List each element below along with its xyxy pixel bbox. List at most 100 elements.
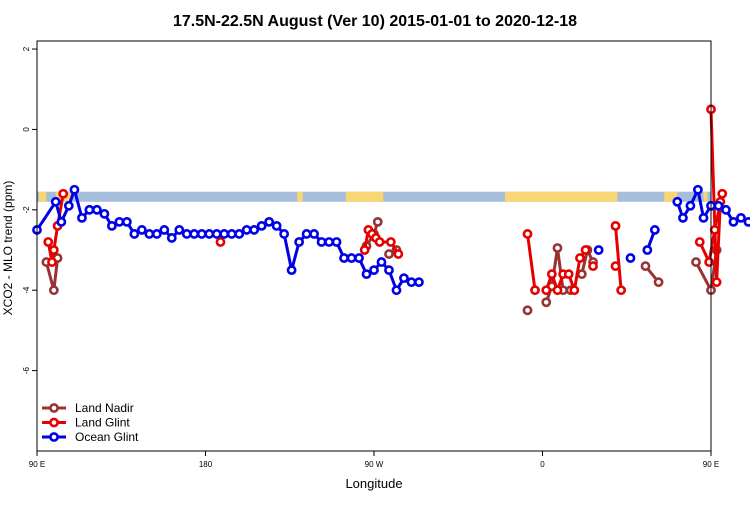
chart-title: 17.5N-22.5N August (Ver 10) 2015-01-01 t…: [173, 13, 577, 30]
series-ocean-glint: [32, 184, 750, 296]
data-point: [99, 208, 110, 219]
data-point: [181, 229, 192, 239]
data-point: [294, 237, 305, 247]
legend-label: Land Nadir: [75, 401, 134, 415]
legend-swatch-point: [49, 403, 59, 413]
data-point: [279, 229, 290, 239]
x-tick-label: 0: [540, 460, 545, 469]
data-point: [136, 225, 147, 235]
land-ocean-band: [37, 191, 711, 202]
data-point: [616, 285, 627, 296]
data-point: [159, 225, 170, 235]
land-band-segment: [297, 191, 303, 202]
data-point: [694, 237, 705, 247]
data-point: [642, 245, 653, 255]
data-point: [204, 229, 215, 239]
data-point: [174, 225, 185, 235]
data-point: [522, 229, 533, 239]
data-point: [691, 257, 701, 267]
data-point: [77, 212, 87, 223]
data-point: [346, 253, 357, 263]
legend-swatch-point: [49, 417, 59, 428]
data-point: [129, 229, 140, 239]
data-point: [63, 200, 74, 211]
data-point: [393, 249, 404, 259]
data-point: [58, 188, 69, 199]
land-band-segment: [703, 191, 708, 202]
x-tick-label: 90 E: [29, 460, 45, 469]
data-point: [241, 225, 252, 235]
series-line-segment: [698, 193, 724, 264]
data-point: [361, 269, 372, 280]
land-band-segment: [505, 191, 618, 202]
y-tick-label: -2: [22, 206, 31, 214]
y-axis-label: XCO2 - MLO trend (ppm): [1, 181, 15, 316]
y-axis: 2 0 -2 -4 -6: [22, 46, 37, 374]
data-point: [541, 285, 552, 296]
legend-item: Land Nadir: [42, 401, 134, 415]
data-point: [391, 285, 402, 296]
series-land-glint: [43, 104, 728, 296]
data-point: [711, 277, 722, 288]
data-point: [678, 212, 688, 223]
data-point: [736, 212, 746, 223]
data-point: [406, 277, 417, 288]
data-point: [563, 269, 574, 280]
y-tick-label: -4: [22, 286, 31, 294]
y-tick-label: 2: [22, 46, 31, 51]
data-point: [704, 257, 715, 267]
data-point: [151, 229, 162, 239]
data-point: [286, 265, 297, 276]
data-point: [576, 269, 587, 280]
data-point: [215, 237, 226, 247]
data-point: [369, 265, 379, 276]
data-point: [354, 253, 364, 263]
data-point: [316, 237, 327, 247]
legend-item: Land Glint: [42, 416, 130, 430]
data-point: [649, 225, 660, 235]
data-point: [625, 253, 636, 263]
data-point: [721, 204, 731, 215]
data-point: [569, 285, 580, 296]
data-point: [743, 216, 750, 227]
x-axis: 90 E 180 90 W 0 90 E: [29, 451, 719, 469]
data-point: [114, 216, 125, 227]
plot-frame: [36, 40, 712, 452]
data-point: [211, 229, 222, 239]
data-point: [713, 200, 724, 211]
data-point: [640, 261, 651, 271]
series-line-segment: [614, 225, 623, 291]
series-line-segment: [526, 233, 537, 291]
data-point: [692, 184, 703, 195]
legend-label: Ocean Glint: [75, 430, 139, 444]
data-point: [552, 243, 563, 253]
data-point: [43, 237, 54, 247]
data-point: [92, 204, 102, 215]
data-point: [575, 253, 585, 263]
data-point: [196, 229, 207, 239]
data-point: [728, 216, 739, 227]
land-band-segment: [38, 191, 47, 202]
y-tick-label: -6: [22, 367, 31, 375]
data-point: [580, 245, 591, 255]
data-point: [372, 216, 383, 227]
data-point: [56, 216, 67, 227]
data-point: [339, 253, 349, 263]
data-point: [672, 196, 683, 207]
data-point: [249, 225, 260, 235]
land-band-segment: [664, 191, 678, 202]
data-point: [309, 229, 319, 239]
data-point: [399, 273, 409, 284]
x-axis-label: Longitude: [345, 476, 402, 491]
data-point: [541, 297, 552, 308]
data-point: [226, 229, 237, 239]
x-tick-label: 90 W: [365, 460, 384, 469]
data-point: [414, 277, 424, 288]
data-point: [144, 229, 155, 239]
series-line-segment: [35, 188, 419, 292]
x-tick-label: 90 E: [703, 460, 719, 469]
data-point: [588, 261, 598, 271]
data-point: [256, 221, 267, 231]
data-point: [121, 216, 132, 227]
